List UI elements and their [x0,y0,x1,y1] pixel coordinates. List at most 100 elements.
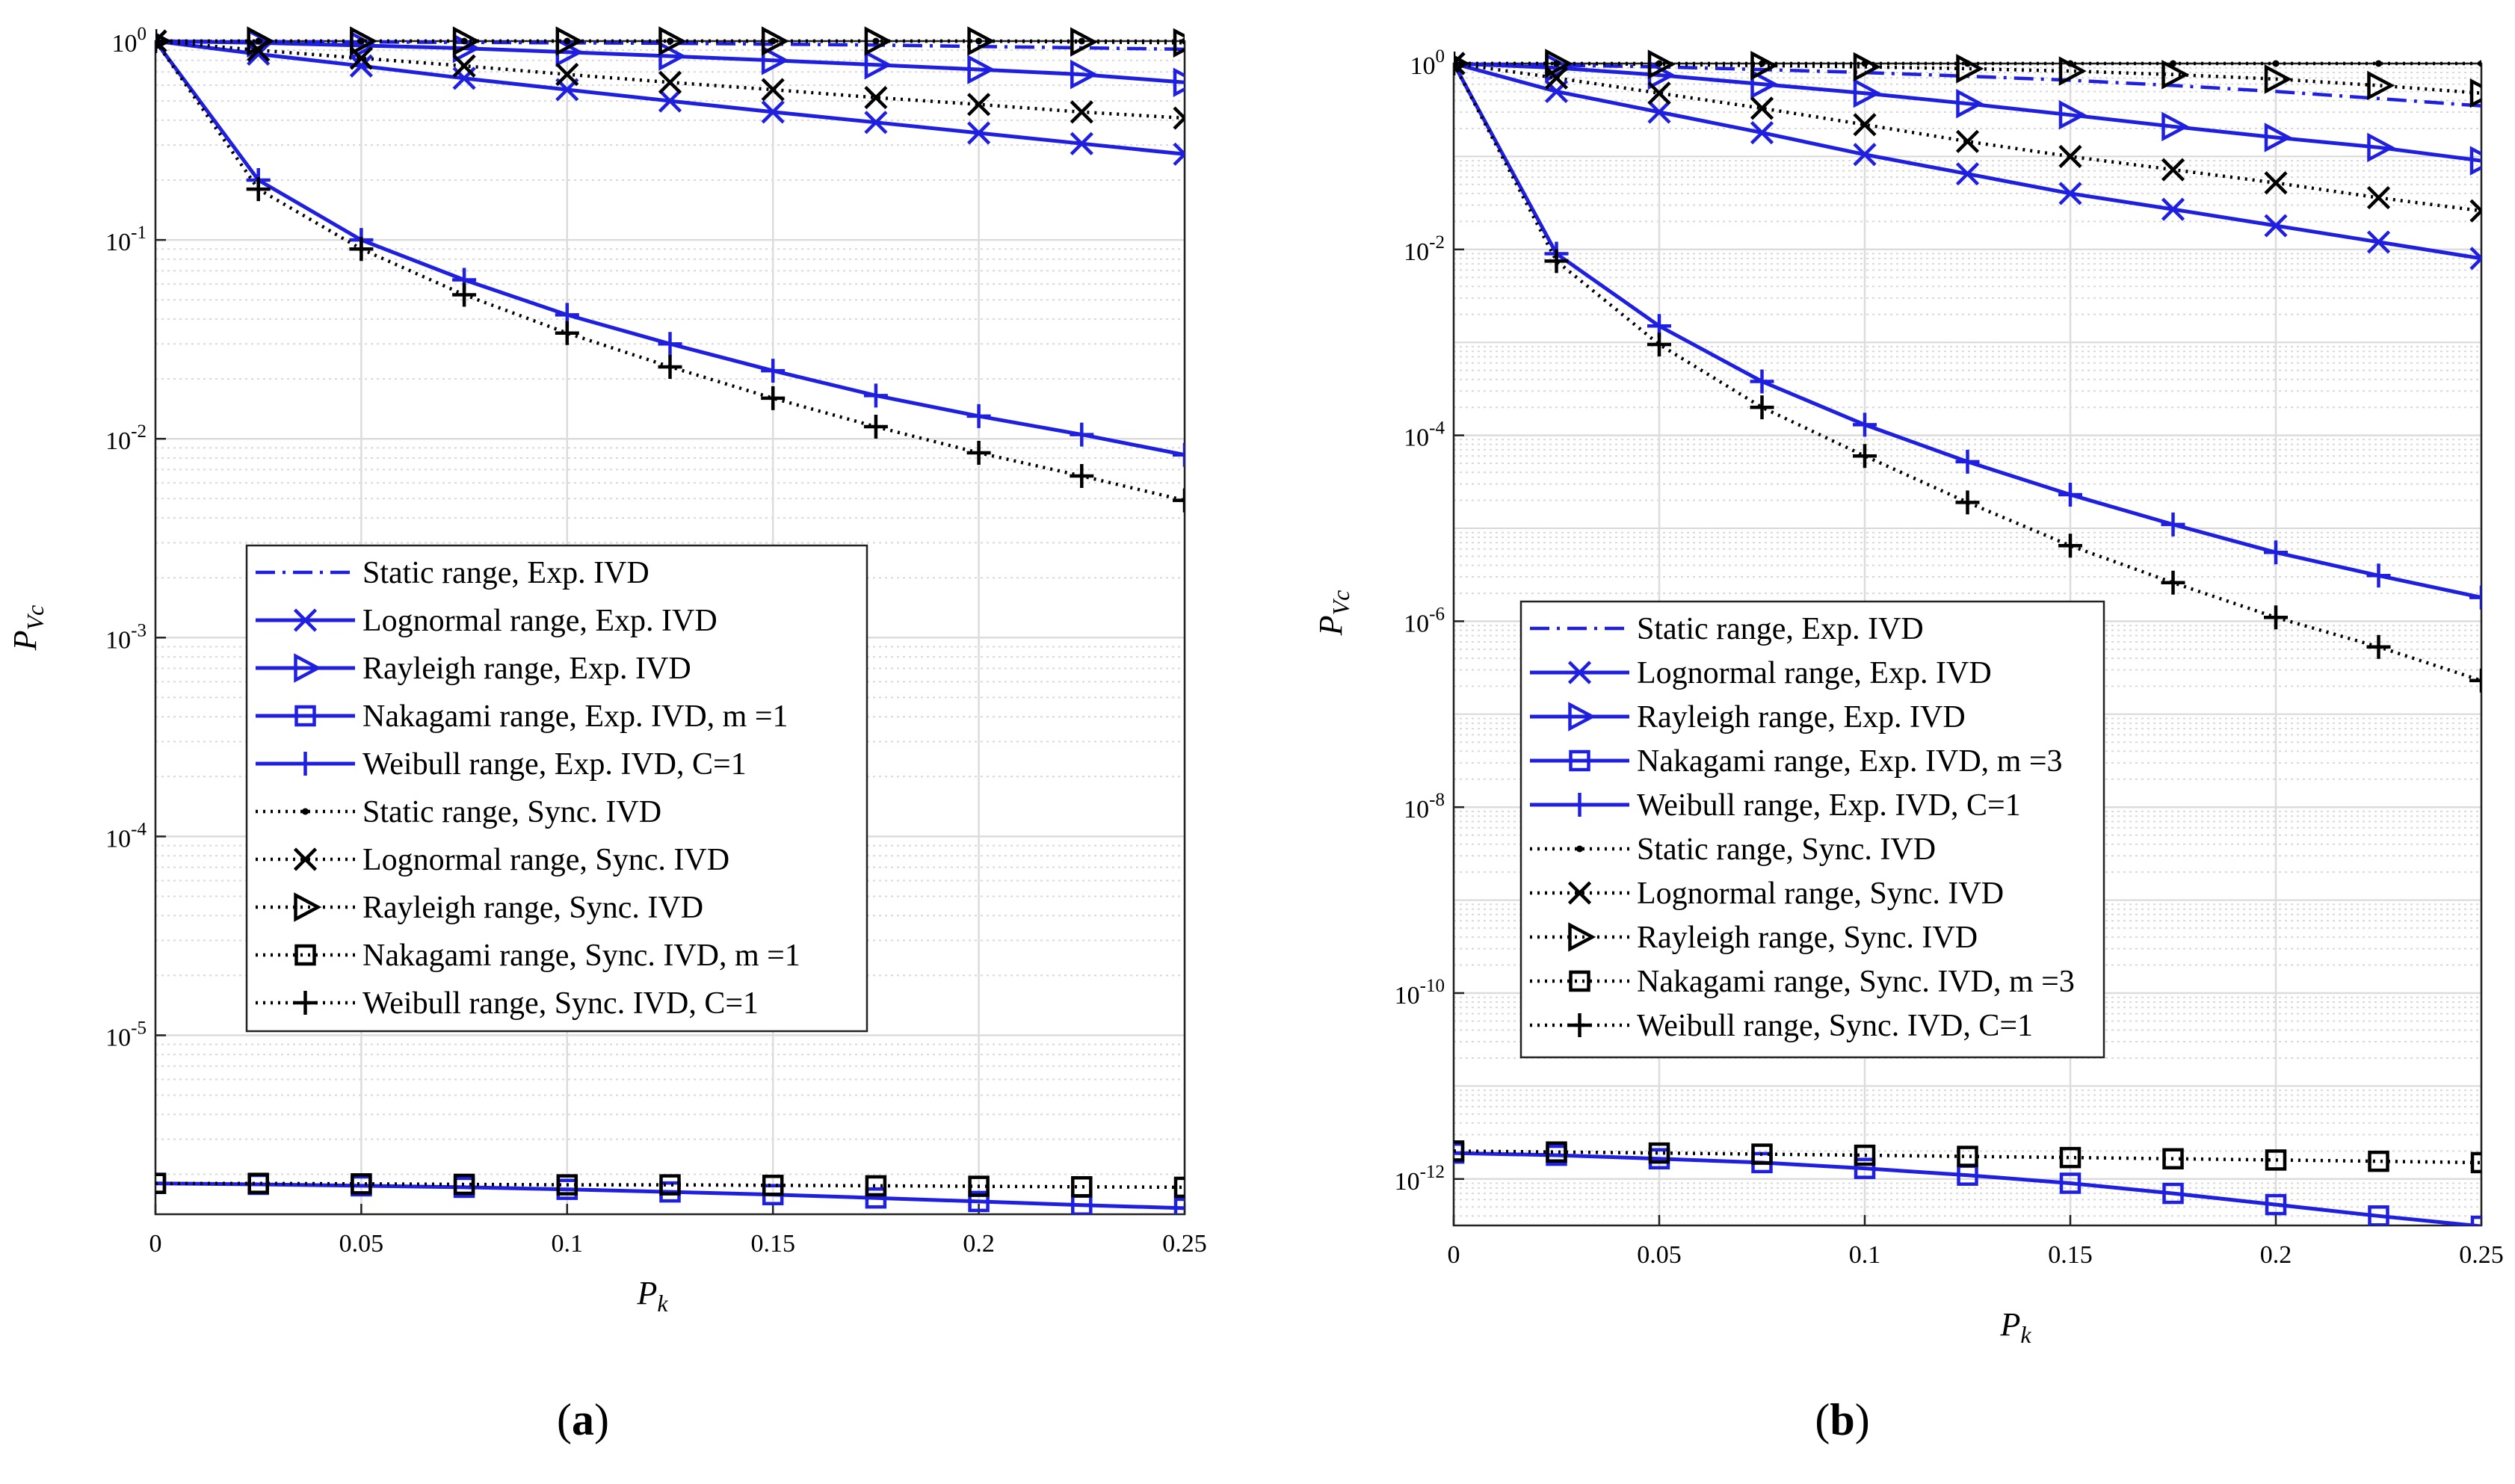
gridlines [1452,62,2483,1225]
x-marker [1750,96,1774,120]
series-weibull-range-sync-ivd-c-1 [1454,52,2481,693]
x-marker [1647,100,1671,124]
triangle-marker [761,26,789,56]
triangle-marker [2469,78,2481,108]
plus-marker [2264,540,2288,565]
x-marker [1955,162,1980,186]
x-tick-label: 0 [1448,1241,1460,1269]
dot-marker [357,37,365,45]
dot-marker [2272,60,2280,67]
square-marker [1071,1176,1093,1198]
dot-marker [255,37,262,45]
y-tick-label: 100 [112,24,147,58]
triangle-marker [350,26,378,56]
triangle-marker [2058,100,2087,130]
y-tick-label: 10-6 [1404,604,1445,637]
triangle-marker [1750,51,1779,81]
square-marker [2162,1182,2184,1205]
square-marker [762,1175,784,1196]
legend-entry: Static range, Sync. IVD [362,795,661,829]
square-marker [2059,1172,2082,1194]
series-lognormal-range-exp-ivd [1454,52,2481,270]
plus-marker [1567,1013,1592,1037]
plus-marker [761,359,786,383]
x-tick-label: 0.05 [339,1230,384,1258]
square-marker [968,1175,990,1197]
series-rayleigh-range-exp-ivd [155,28,1185,97]
square-marker [1751,1143,1773,1165]
plus-marker [966,440,991,465]
x-tick-label: 0 [149,1230,162,1258]
square-marker [2470,1151,2481,1174]
x-marker [293,608,318,632]
x-tick-label: 0.15 [2048,1241,2093,1269]
legend-entry: Nakagami range, Sync. IVD, m =3 [1637,965,2075,999]
square-marker [1854,1157,1876,1179]
legend: Static range, Exp. IVD Lognormal range, E… [245,544,868,1033]
dot-marker [460,37,468,45]
square-marker [2368,1150,2389,1172]
x-marker [2264,214,2288,238]
x-marker [2161,197,2185,221]
square-marker [294,705,316,727]
square-marker [1173,1197,1185,1214]
plus-marker [1853,412,1877,437]
x-marker [2058,144,2082,168]
x-marker [864,111,888,135]
triangle-marker [1173,67,1185,97]
x-marker [761,78,785,102]
x-marker [1647,81,1671,105]
square-marker [247,1172,269,1194]
square-marker [1454,1140,1465,1162]
dot-marker [2478,60,2481,67]
triangle-marker [452,26,481,56]
square-marker [1569,970,1590,992]
y-axis-label: PVc [1312,590,1354,637]
x-marker [1567,881,1592,905]
legend-entry: Nakagami range, Exp. IVD, m =3 [1637,744,2063,779]
dot-marker [1553,60,1560,67]
square-marker [453,1173,475,1196]
legend-box [1519,600,2105,1059]
x-marker [864,85,888,110]
triangle-marker [1070,59,1099,90]
x-marker [293,847,318,871]
x-marker [1070,100,1093,124]
legend-entry: Weibull range, Exp. IVD, C=1 [362,747,747,782]
square-marker [865,1175,887,1197]
triangle-marker [1647,49,1676,79]
plus-marker [155,29,167,53]
y-tick-label: 10-1 [105,223,146,256]
dot-marker [769,37,777,45]
plus-marker [761,386,786,410]
y-tick-label: 10-5 [105,1018,146,1052]
legend-entry: Lognormal range, Exp. IVD [1637,656,1992,690]
series-weibull-range-exp-ivd-c-1 [1454,52,2481,610]
triangle-marker [2161,60,2190,90]
y-tick-label: 10-4 [105,819,146,853]
triangle-marker [1070,27,1099,57]
x-marker [1955,129,1980,153]
triangle-marker [967,26,996,56]
plus-marker [293,752,318,776]
square-marker [1173,1176,1185,1199]
series-nakagami-range-sync-ivd-m-3 [1454,1140,2481,1174]
y-tick-label: 10-4 [1404,418,1445,452]
x-tick-label: 0.25 [2459,1241,2504,1269]
triangle-marker [2058,56,2087,86]
plus-marker [863,415,888,439]
triangle-marker [1956,88,1984,119]
plus-marker [863,383,888,408]
y-tick-label: 10-8 [1404,790,1445,823]
plus-marker [1544,249,1569,273]
x-marker [555,62,579,87]
y-tick-label: 10-2 [105,421,146,455]
series-rayleigh-range-sync-ivd [1454,49,2481,108]
plus-marker [2366,563,2391,588]
plus-marker [1173,442,1185,467]
plus-marker [2264,605,2288,630]
triangle-marker [1173,28,1185,58]
legend-entry: Weibull range, Exp. IVD, C=1 [1637,788,2021,823]
y-tick-label: 10-12 [1395,1162,1445,1196]
